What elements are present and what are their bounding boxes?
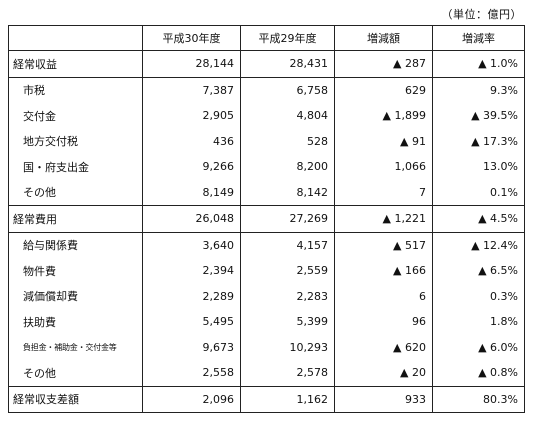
row-label: その他 (8, 360, 143, 386)
change-rate: ▲ 1.0% (432, 50, 525, 78)
row-label: 給与関係費 (8, 232, 143, 258)
table-row: 交付金 2,905 4,804 ▲ 1,899 ▲ 39.5% (8, 103, 525, 129)
change-rate: 13.0% (432, 154, 525, 180)
change-amount: 6 (334, 283, 433, 309)
change-rate: 1.8% (432, 309, 525, 335)
fy2018-value: 9,266 (142, 154, 241, 180)
change-amount: 629 (334, 77, 433, 103)
row-label: 経常費用 (8, 205, 143, 233)
fy2018-value: 9,673 (142, 334, 241, 360)
change-rate: ▲ 17.3% (432, 128, 525, 154)
table-row: 地方交付税 436 528 ▲ 91 ▲ 17.3% (8, 128, 525, 154)
change-amount: ▲ 287 (334, 50, 433, 78)
table-row: 給与関係費 3,640 4,157 ▲ 517 ▲ 12.4% (8, 232, 525, 258)
fy2017-value: 5,399 (240, 309, 335, 335)
change-amount: 933 (334, 385, 433, 413)
unit-label: （単位：億円） (441, 8, 522, 21)
change-amount: ▲ 620 (334, 334, 433, 360)
fy2018-value: 8,149 (142, 179, 241, 206)
table-row: 経常収益 28,144 28,431 ▲ 287 ▲ 1.0% (8, 50, 525, 78)
fy2017-value: 1,162 (240, 385, 335, 413)
header-fy2018: 平成30年度 (142, 25, 241, 51)
row-label: 扶助費 (8, 309, 143, 335)
row-label: 負担金・補助金・交付金等 (8, 334, 143, 360)
fy2018-value: 28,144 (142, 50, 241, 78)
row-label: 経常収益 (8, 50, 143, 78)
fy2017-value: 8,200 (240, 154, 335, 180)
fy2018-value: 2,905 (142, 103, 241, 129)
row-label: 減価償却費 (8, 283, 143, 309)
fy2018-value: 2,558 (142, 360, 241, 386)
fy2017-value: 2,578 (240, 360, 335, 386)
fy2018-value: 436 (142, 128, 241, 154)
fy2018-value: 3,640 (142, 232, 241, 258)
fy2017-value: 2,283 (240, 283, 335, 309)
change-amount: ▲ 517 (334, 232, 433, 258)
change-rate: 0.1% (432, 179, 525, 206)
change-amount: 96 (334, 309, 433, 335)
fy2017-value: 4,804 (240, 103, 335, 129)
fy2018-value: 26,048 (142, 205, 241, 233)
change-amount: ▲ 1,899 (334, 103, 433, 129)
change-amount: 7 (334, 179, 433, 206)
change-rate: ▲ 4.5% (432, 205, 525, 233)
change-rate: ▲ 39.5% (432, 103, 525, 129)
table-row: その他 8,149 8,142 7 0.1% (8, 179, 525, 206)
fy2017-value: 2,559 (240, 258, 335, 284)
table-row: 扶助費 5,495 5,399 96 1.8% (8, 309, 525, 335)
table-row: 負担金・補助金・交付金等 9,673 10,293 ▲ 620 ▲ 6.0% (8, 334, 525, 360)
fy2017-value: 8,142 (240, 179, 335, 206)
fy2018-value: 5,495 (142, 309, 241, 335)
fy2018-value: 7,387 (142, 77, 241, 103)
row-label: 経常収支差額 (8, 385, 143, 413)
fy2017-value: 27,269 (240, 205, 335, 233)
change-rate: ▲ 0.8% (432, 360, 525, 386)
fy2017-value: 4,157 (240, 232, 335, 258)
table-row: 経常費用 26,048 27,269 ▲ 1,221 ▲ 4.5% (8, 205, 525, 233)
fy2017-value: 10,293 (240, 334, 335, 360)
row-label: その他 (8, 179, 143, 206)
header-change-rate: 増減率 (432, 25, 525, 51)
fy2018-value: 2,394 (142, 258, 241, 284)
header-fy2017: 平成29年度 (240, 25, 335, 51)
table-header-row: 平成30年度 平成29年度 増減額 増減率 (8, 25, 525, 51)
header-item (8, 25, 143, 51)
change-amount: ▲ 1,221 (334, 205, 433, 233)
fy2018-value: 2,096 (142, 385, 241, 413)
fy2017-value: 6,758 (240, 77, 335, 103)
change-rate: 80.3% (432, 385, 525, 413)
financial-summary-table: 平成30年度 平成29年度 増減額 増減率 経常収益 28,144 28,431 ▲ … (8, 25, 525, 413)
change-rate: 0.3% (432, 283, 525, 309)
change-rate: ▲ 6.5% (432, 258, 525, 284)
row-label: 市税 (8, 77, 143, 103)
row-label: 地方交付税 (8, 128, 143, 154)
fy2017-value: 28,431 (240, 50, 335, 78)
table-row: その他 2,558 2,578 ▲ 20 ▲ 0.8% (8, 360, 525, 386)
change-rate: 9.3% (432, 77, 525, 103)
table-row: 減価償却費 2,289 2,283 6 0.3% (8, 283, 525, 309)
change-amount: 1,066 (334, 154, 433, 180)
table-row: 市税 7,387 6,758 629 9.3% (8, 77, 525, 103)
header-change-amount: 増減額 (334, 25, 433, 51)
change-rate: ▲ 12.4% (432, 232, 525, 258)
change-amount: ▲ 91 (334, 128, 433, 154)
table-row: 経常収支差額 2,096 1,162 933 80.3% (8, 385, 525, 413)
change-amount: ▲ 166 (334, 258, 433, 284)
row-label: 国・府支出金 (8, 154, 143, 180)
change-rate: ▲ 6.0% (432, 334, 525, 360)
table-row: 物件費 2,394 2,559 ▲ 166 ▲ 6.5% (8, 258, 525, 284)
row-label: 交付金 (8, 103, 143, 129)
table-row: 国・府支出金 9,266 8,200 1,066 13.0% (8, 154, 525, 180)
change-amount: ▲ 20 (334, 360, 433, 386)
row-label: 物件費 (8, 258, 143, 284)
fy2017-value: 528 (240, 128, 335, 154)
fy2018-value: 2,289 (142, 283, 241, 309)
